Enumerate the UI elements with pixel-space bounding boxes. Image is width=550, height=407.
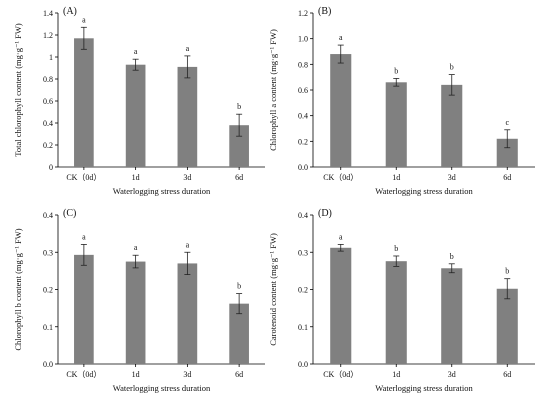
- bar: [330, 247, 352, 364]
- y-tick-label: 0.2: [298, 137, 308, 146]
- y-tick-label: 0.6: [43, 97, 53, 106]
- y-tick-label: 1: [49, 53, 53, 62]
- x-axis-title: Waterlogging stress duration: [375, 383, 473, 393]
- y-axis-title: Chlorophyll b content (mg·g⁻¹ FW): [13, 228, 23, 350]
- y-tick-label: 0.8: [298, 60, 308, 69]
- panel-label: (A): [63, 6, 77, 17]
- x-tick-label: CK（0d）: [66, 173, 101, 182]
- bar: [125, 261, 146, 364]
- y-tick-label: 0.2: [43, 141, 53, 150]
- significance-label: b: [450, 252, 454, 261]
- bar: [229, 303, 249, 364]
- bar: [74, 38, 94, 167]
- y-tick-label: 0: [49, 163, 53, 172]
- y-axis-title: Chlorophyll a content (mg·g⁻¹ FW): [268, 29, 278, 151]
- significance-label: b: [450, 63, 454, 72]
- significance-label: b: [237, 102, 241, 111]
- x-axis-title: Waterlogging stress duration: [113, 383, 211, 393]
- bar: [441, 268, 463, 364]
- bar: [330, 54, 352, 167]
- x-tick-label: 1d: [392, 370, 400, 379]
- panel-label: (D): [318, 208, 332, 219]
- bar: [496, 138, 518, 167]
- chart-panel: 0.0 0.1 0.2 0.3 0.4 a CK（0d） a 1d a 3d b 6d (C) Waterl…: [13, 208, 265, 393]
- y-tick-label: 0.4: [298, 112, 308, 121]
- significance-label: b: [505, 267, 509, 276]
- x-tick-label: 6d: [503, 173, 511, 182]
- x-axis-title: Waterlogging stress duration: [375, 186, 473, 196]
- x-tick-label: 6d: [503, 370, 511, 379]
- bar: [229, 125, 249, 167]
- bar: [177, 263, 198, 364]
- y-tick-label: 0.4: [298, 211, 308, 220]
- y-tick-label: 0.0: [43, 360, 53, 369]
- panel-label: (B): [318, 6, 331, 17]
- x-tick-label: CK（0d）: [323, 370, 358, 379]
- bar: [441, 84, 463, 167]
- x-tick-label: 3d: [448, 173, 456, 182]
- x-tick-label: 6d: [235, 173, 243, 182]
- y-tick-label: 0.2: [298, 286, 308, 295]
- significance-label: a: [82, 232, 86, 241]
- bar: [177, 66, 198, 167]
- y-tick-label: 1.2: [298, 9, 308, 18]
- y-axis-title: Total chlorophyll content (mg·g⁻¹ FW): [13, 23, 23, 157]
- x-tick-label: 1d: [132, 173, 140, 182]
- panel-label: (C): [63, 208, 76, 219]
- x-tick-label: 1d: [392, 173, 400, 182]
- significance-label: c: [505, 118, 509, 127]
- significance-label: a: [134, 243, 138, 252]
- chart-panel: 0.0 0.2 0.4 0.6 0.8 1.0 1.2 a CK（0d） b 1d b 3d c 6d (B)…: [268, 6, 535, 196]
- y-tick-label: 0.0: [298, 360, 308, 369]
- y-tick-label: 0.3: [298, 248, 308, 257]
- significance-label: a: [186, 44, 190, 53]
- y-tick-label: 1.2: [43, 31, 53, 40]
- bar: [496, 288, 518, 364]
- significance-label: b: [394, 244, 398, 253]
- y-tick-label: 0.1: [43, 323, 53, 332]
- y-tick-label: 0.2: [43, 286, 53, 295]
- x-tick-label: CK（0d）: [323, 173, 358, 182]
- significance-label: a: [186, 240, 190, 249]
- x-tick-label: 3d: [183, 173, 191, 182]
- y-tick-label: 1.0: [298, 35, 308, 44]
- chart-panel: 0 0.2 0.4 0.6 0.8 1 1.2 1.4 a CK（0d） a 1d a 3d b 6d (A) W…: [13, 6, 265, 196]
- bar: [385, 261, 407, 364]
- x-tick-label: 1d: [132, 370, 140, 379]
- significance-label: a: [339, 33, 343, 42]
- significance-label: b: [394, 66, 398, 75]
- significance-label: a: [82, 15, 86, 24]
- x-tick-label: 3d: [183, 370, 191, 379]
- chart-panel: 0.0 0.1 0.2 0.3 0.4 a CK（0d） b 1d b 3d b 6d (D) Waterl…: [268, 208, 535, 393]
- y-tick-label: 0.3: [43, 248, 53, 257]
- y-tick-label: 0.0: [298, 163, 308, 172]
- y-tick-label: 0.4: [43, 211, 53, 220]
- bar: [385, 82, 407, 167]
- x-axis-title: Waterlogging stress duration: [113, 186, 211, 196]
- bar: [125, 64, 146, 167]
- y-tick-label: 0.4: [43, 119, 53, 128]
- y-tick-label: 0.8: [43, 75, 53, 84]
- y-tick-label: 0.1: [298, 323, 308, 332]
- y-tick-label: 0.6: [298, 86, 308, 95]
- x-tick-label: CK（0d）: [66, 370, 101, 379]
- y-axis-title: Carotenoid content (mg·g⁻¹ FW): [268, 233, 278, 346]
- bar: [74, 254, 94, 364]
- y-tick-label: 1.4: [43, 9, 53, 18]
- significance-label: a: [339, 232, 343, 241]
- significance-label: a: [134, 47, 138, 56]
- x-tick-label: 6d: [235, 370, 243, 379]
- x-tick-label: 3d: [448, 370, 456, 379]
- significance-label: b: [237, 282, 241, 291]
